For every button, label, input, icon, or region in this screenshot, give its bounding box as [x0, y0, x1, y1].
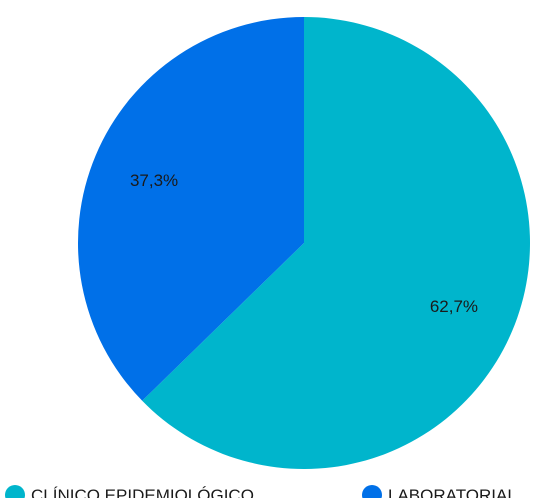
legend-swatch-1: [362, 485, 382, 498]
pie-slice-labels: 62,7% 37,3%: [130, 171, 478, 316]
pie-slice-1: [77, 16, 304, 401]
pie-slice-label-0: 62,7%: [430, 297, 478, 316]
legend: CLÍNICO EPIDEMIOLÓGICO LABORATORIAL: [5, 485, 517, 498]
legend-label-1: LABORATORIAL: [388, 486, 517, 498]
legend-label-0: CLÍNICO EPIDEMIOLÓGICO: [31, 486, 254, 498]
pie-slice-label-1: 37,3%: [130, 171, 178, 190]
pie-slice-0: [142, 17, 530, 469]
legend-swatch-0: [5, 485, 25, 498]
pie-slices: [77, 16, 530, 469]
